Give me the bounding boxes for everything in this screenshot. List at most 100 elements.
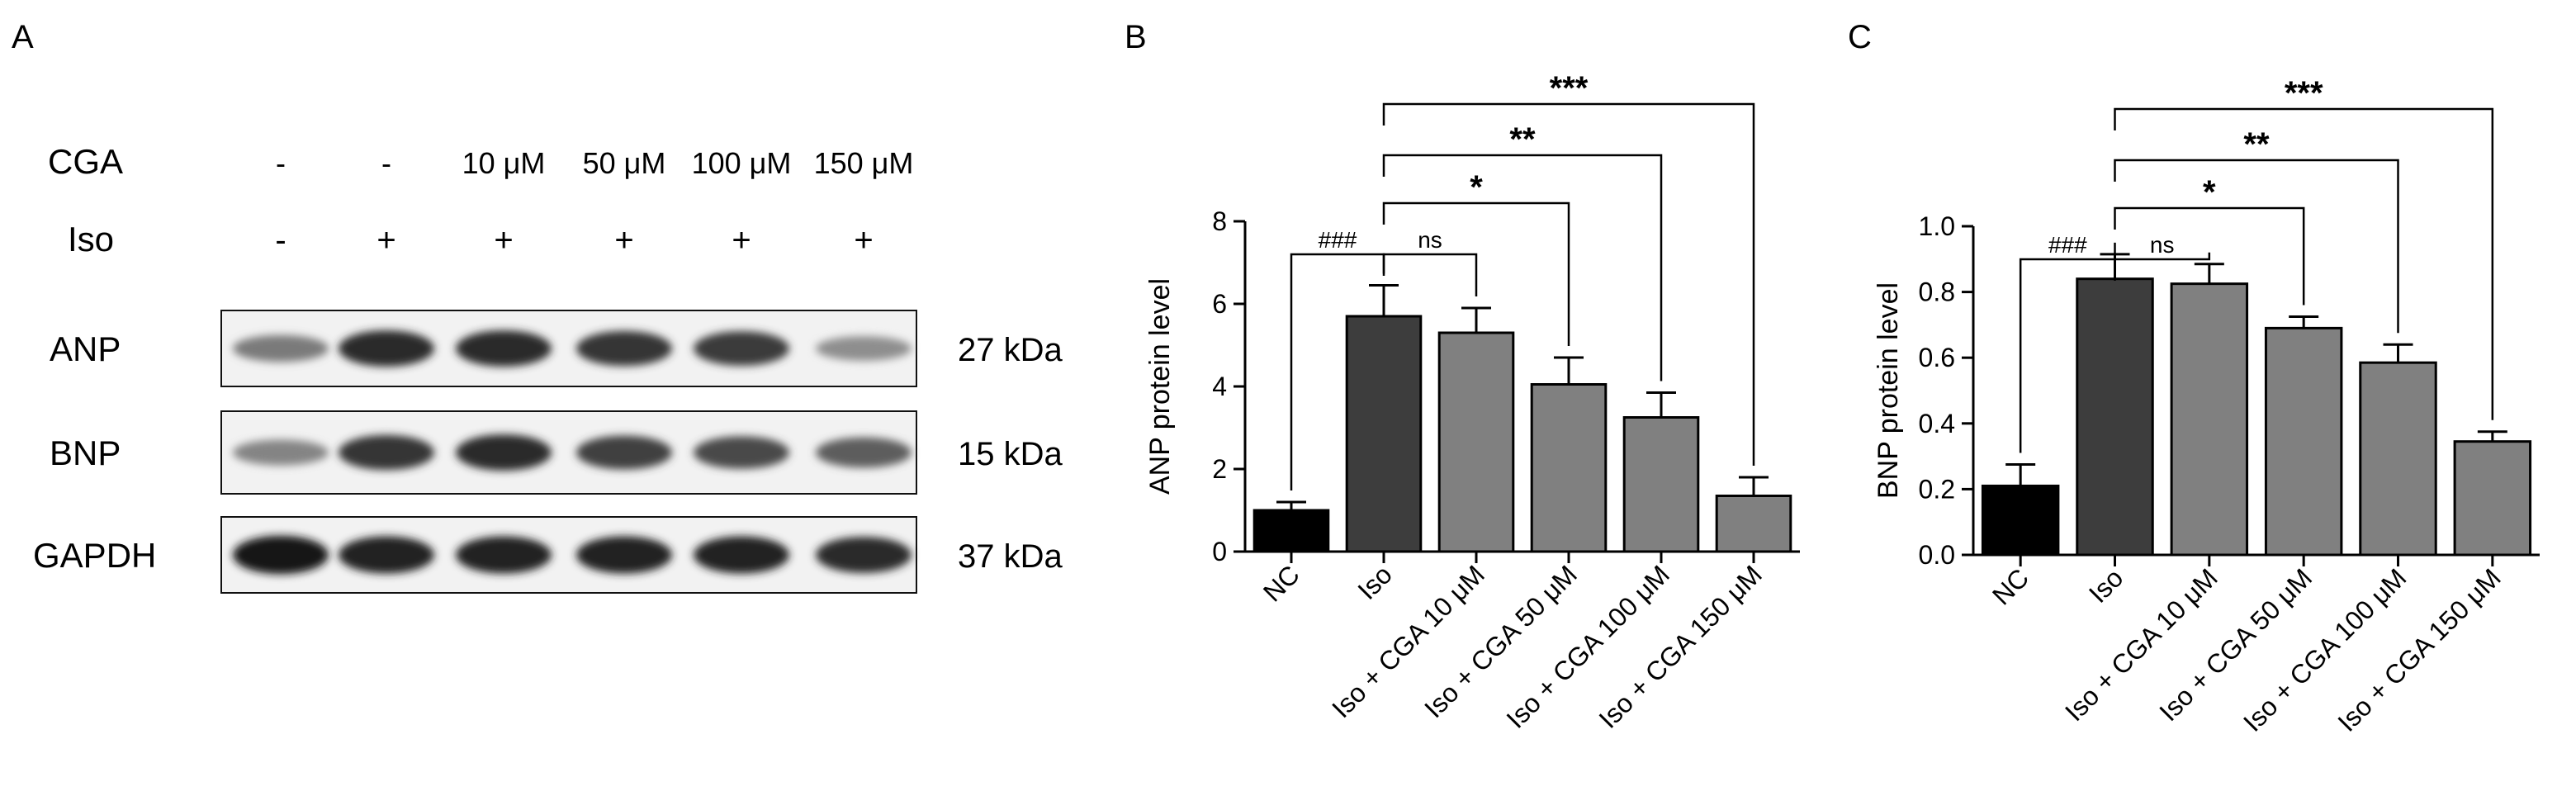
significance-bracket <box>2114 107 2494 420</box>
protein-label-anp: ANP <box>50 329 121 368</box>
y-tick-label: 0 <box>1212 537 1227 566</box>
band-anp <box>694 331 789 366</box>
significance-bracket <box>1382 253 1478 296</box>
y-tick-label: 1.0 <box>1919 211 1955 241</box>
significance-label: *** <box>1550 70 1589 107</box>
cga-row-label: CGA <box>48 142 123 181</box>
x-tick-label: Iso + CGA 150 μM <box>1593 559 1768 733</box>
iso-sign-label: + <box>854 222 873 258</box>
iso-sign-label: + <box>376 222 395 258</box>
band-bnp <box>816 437 912 468</box>
y-tick-label: 8 <box>1212 206 1227 236</box>
blot-strip-anp <box>220 310 917 387</box>
bnp-bar-chart: 0.0 0.2 0.4 0.6 0.8 1.0 BNP protein level NC Iso… <box>1873 75 2540 737</box>
band-bnp <box>456 434 552 471</box>
bar <box>2453 440 2532 557</box>
y-tick-label: 4 <box>1212 372 1227 401</box>
y-tick-label: 6 <box>1212 289 1227 319</box>
cga-dose-label: - <box>381 146 391 180</box>
cga-dose-label: - <box>276 146 286 180</box>
x-tick-label: Iso + CGA 150 μM <box>2332 562 2506 737</box>
band-bnp <box>233 439 329 466</box>
western-blot-panel: CGA Iso - - 10 μM 50 μM 100 μM 150 μM - + + + + + AN… <box>33 142 1063 594</box>
iso-sign-label: - <box>275 222 286 258</box>
bar <box>1715 495 1792 553</box>
panel-letter-c: C <box>1848 19 1872 55</box>
x-tick-label: Iso <box>1352 559 1398 605</box>
band-anp <box>576 330 672 367</box>
significance-bracket <box>2114 252 2211 281</box>
iso-row-label: Iso <box>68 220 114 258</box>
band-gapdh <box>456 536 552 574</box>
iso-sign-label: + <box>494 222 513 258</box>
band-gapdh <box>694 536 789 574</box>
band-anp <box>816 336 912 361</box>
y-axis-label: ANP protein level <box>1144 278 1176 495</box>
band-gapdh <box>576 536 672 574</box>
iso-sign-label: + <box>732 222 751 258</box>
significance-label: ** <box>2243 126 2270 163</box>
iso-sign-label: + <box>614 222 633 258</box>
significance-label: ns <box>2150 232 2175 258</box>
x-tick-label: NC <box>1257 559 1305 607</box>
y-tick-label: 0.6 <box>1919 343 1955 372</box>
band-anp <box>233 334 329 362</box>
significance-label: ns <box>1418 227 1442 253</box>
blot-strip-bnp <box>220 410 917 495</box>
significance-label: * <box>2203 174 2216 211</box>
band-size-bnp: 15 kDa <box>958 436 1063 472</box>
x-tick-label: Iso + CGA 50 μM <box>1418 559 1583 723</box>
y-axis-label: BNP protein level <box>1873 282 1904 499</box>
x-tick-label: Iso + CGA 100 μM <box>2237 562 2412 737</box>
y-tick-label: 0.8 <box>1919 277 1955 307</box>
significance-bracket <box>2019 242 2116 453</box>
significance-label: * <box>1470 169 1483 206</box>
significance-bracket <box>1382 201 1570 346</box>
band-bnp <box>339 434 434 471</box>
y-tick-label: 0.0 <box>1919 540 1955 570</box>
cga-dose-label: 50 μM <box>583 146 666 180</box>
band-size-anp: 27 kDa <box>958 332 1063 368</box>
y-tick-label: 2 <box>1212 454 1227 484</box>
bar <box>1530 383 1608 553</box>
band-gapdh <box>233 535 329 575</box>
x-tick-label: Iso <box>2083 562 2129 609</box>
significance-bracket <box>2114 206 2305 306</box>
bar <box>1437 331 1515 553</box>
bar <box>2264 326 2343 557</box>
significance-bracket <box>1382 154 1663 381</box>
significance-label: ** <box>1509 121 1536 158</box>
blot-strip-gapdh <box>220 516 917 594</box>
protein-label-gapdh: GAPDH <box>33 536 156 575</box>
band-anp <box>456 330 552 367</box>
band-anp <box>339 330 434 367</box>
bar <box>1622 416 1700 553</box>
significance-label: ### <box>2048 232 2087 258</box>
significance-label: ### <box>1319 227 1357 253</box>
protein-label-bnp: BNP <box>50 434 121 472</box>
panel-letter-a: A <box>12 19 34 55</box>
band-gapdh <box>339 536 434 574</box>
band-gapdh <box>816 537 912 573</box>
x-tick-label: Iso + CGA 10 μM <box>1326 559 1490 723</box>
bar <box>1252 509 1330 553</box>
cga-dose-label: 10 μM <box>462 146 546 180</box>
significance-bracket <box>2114 159 2399 334</box>
cga-dose-label: 100 μM <box>692 146 792 180</box>
panel-letter-b: B <box>1125 19 1147 55</box>
x-tick-label: Iso + CGA 100 μM <box>1501 559 1675 733</box>
band-bnp <box>694 436 789 469</box>
bar <box>2359 361 2437 557</box>
cga-dose-label: 150 μM <box>814 146 914 180</box>
bar <box>1981 484 2060 557</box>
band-bnp <box>576 435 672 470</box>
y-tick-label: 0.4 <box>1919 409 1955 438</box>
band-size-gapdh: 37 kDa <box>958 538 1063 575</box>
significance-bracket <box>1382 102 1755 466</box>
y-tick-label: 0.2 <box>1919 474 1955 504</box>
significance-label: *** <box>2285 75 2323 111</box>
bar <box>1345 315 1423 553</box>
blot-lanes: - - 10 μM 50 μM 100 μM 150 μM - + + + + + ANP 27 kDa B… <box>33 146 1063 594</box>
